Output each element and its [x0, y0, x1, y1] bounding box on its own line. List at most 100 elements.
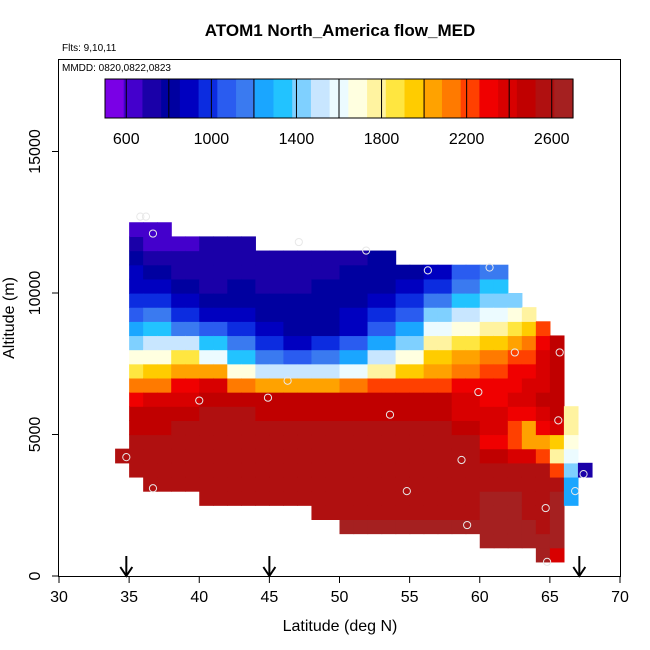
heatmap-cell: [199, 278, 214, 294]
heatmap-cell: [255, 462, 270, 478]
colorbar-swatch: [423, 79, 443, 118]
heatmap-cell: [493, 491, 509, 506]
heatmap-cell: [213, 321, 228, 337]
heatmap-cell: [325, 420, 341, 436]
heatmap-cell: [255, 476, 270, 492]
heatmap-cell: [325, 321, 341, 337]
heatmap-cell: [199, 307, 214, 322]
heatmap-cell: [171, 448, 186, 464]
heatmap-cell: [325, 505, 341, 520]
down-arrow-marker: [572, 556, 587, 578]
heatmap-cell: [353, 448, 369, 464]
heatmap-cell: [423, 377, 439, 393]
heatmap-cell: [381, 420, 397, 436]
heatmap-cell: [199, 363, 214, 379]
heatmap-cell: [241, 476, 256, 492]
heatmap-cell: [213, 250, 228, 266]
colorbar-swatch: [217, 79, 237, 118]
heatmap-cell: [549, 462, 565, 478]
heatmap-cell: [185, 349, 200, 365]
heatmap-cell: [269, 335, 284, 351]
heatmap-cell: [213, 349, 228, 365]
heatmap-cell: [423, 335, 439, 351]
heatmap-cell: [367, 519, 383, 535]
colorbar-swatch: [367, 79, 387, 118]
heatmap-cell: [185, 420, 200, 436]
heatmap-cell: [381, 462, 397, 478]
heatmap-cell: [213, 392, 228, 407]
heatmap-cell: [507, 462, 523, 478]
heatmap-cell: [521, 519, 537, 535]
heatmap-cell: [493, 392, 509, 407]
heatmap-cell: [563, 420, 579, 436]
heatmap-cell: [283, 420, 299, 436]
heatmap-cell: [129, 321, 144, 337]
heatmap-cell: [437, 363, 453, 379]
heatmap-cell: [367, 462, 383, 478]
heatmap-cell: [339, 321, 355, 337]
heatmap-cell: [549, 349, 565, 365]
heatmap-cell: [521, 406, 537, 421]
heatmap-cell: [395, 448, 411, 464]
heatmap-cell: [381, 448, 397, 464]
heatmap-cell: [171, 335, 186, 351]
heatmap-cell: [269, 406, 284, 421]
heatmap-cell: [423, 505, 439, 520]
heatmap-cell: [451, 519, 467, 535]
heatmap-cell: [409, 448, 425, 464]
heatmap-cell: [129, 335, 144, 351]
heatmap-cell: [199, 335, 214, 351]
y-axis: 0 5000 10000 15000: [27, 129, 59, 580]
measurement-point: [263, 393, 273, 402]
heatmap-cell: [493, 349, 509, 365]
heatmap-cell: [213, 420, 228, 436]
heatmap-cell: [213, 377, 228, 393]
heatmap-cell: [521, 505, 537, 520]
heatmap-cell: [423, 392, 439, 407]
heatmap-cell: [367, 250, 383, 266]
heatmap-cell: [283, 434, 299, 450]
heatmap-cell: [437, 448, 453, 464]
heatmap-cell: [549, 476, 565, 492]
heatmap-cell: [227, 392, 242, 407]
down-arrow-marker: [119, 556, 134, 578]
heatmap-cell: [297, 448, 313, 464]
heatmap-cell: [339, 491, 355, 506]
heatmap-cell: [437, 406, 453, 421]
heatmap-cell: [129, 250, 144, 266]
heatmap-cell: [479, 476, 495, 492]
heatmap-cell: [143, 476, 158, 492]
heatmap-cell: [171, 236, 186, 252]
measurement-point: [122, 453, 131, 462]
measurement-point: [457, 455, 466, 465]
heatmap-cell: [185, 307, 200, 322]
heatmap-cell: [423, 462, 439, 478]
heatmap-cell: [493, 505, 509, 520]
heatmap-cell: [157, 335, 172, 351]
heatmap-cell: [381, 250, 397, 266]
measurement-point: [195, 396, 204, 405]
heatmap-cell: [479, 434, 495, 450]
heatmap-cell: [353, 519, 369, 535]
heatmap-cell: [227, 278, 242, 294]
heatmap-cell: [423, 349, 439, 365]
heatmap-cell: [171, 293, 186, 308]
heatmap-cell: [395, 321, 411, 337]
heatmap-cell: [241, 491, 256, 506]
heatmap-cell: [283, 392, 299, 407]
heatmap-cell: [143, 222, 158, 237]
heatmap-cell: [283, 349, 299, 365]
heatmap-cell: [199, 406, 214, 421]
heatmap-cell: [451, 307, 467, 322]
heatmap-cell: [521, 307, 537, 322]
heatmap-cell: [171, 349, 186, 365]
heatmap-cell: [409, 491, 425, 506]
heatmap-cell: [409, 335, 425, 351]
heatmap-cell: [311, 505, 327, 520]
heatmap-cell: [227, 448, 242, 464]
heatmap-cell: [213, 278, 228, 294]
heatmap-cell: [409, 321, 425, 337]
heatmap-cell: [479, 406, 495, 421]
heatmap-cell: [227, 434, 242, 450]
heatmap-cell: [185, 448, 200, 464]
